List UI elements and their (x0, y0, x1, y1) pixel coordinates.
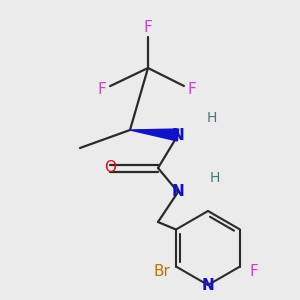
Text: F: F (188, 82, 196, 98)
Text: F: F (98, 82, 106, 98)
Text: N: N (172, 128, 184, 142)
Text: N: N (202, 278, 214, 292)
Text: F: F (144, 20, 152, 35)
Polygon shape (130, 129, 178, 141)
Text: H: H (210, 171, 220, 185)
Text: Br: Br (154, 264, 170, 279)
Text: H: H (207, 111, 217, 125)
Text: F: F (250, 264, 258, 279)
Text: N: N (172, 184, 184, 200)
Text: O: O (104, 160, 116, 175)
